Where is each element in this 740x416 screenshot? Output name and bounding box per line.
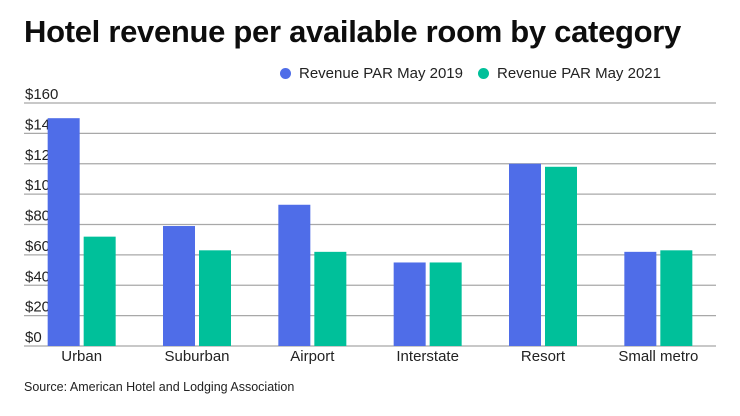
x-tick-label: Interstate: [396, 348, 459, 365]
bar-2019-airport: [278, 204, 311, 346]
bar-2019-suburban: [163, 226, 195, 346]
bar-2021-airport: [314, 251, 347, 346]
bar-2019-interstate: [393, 262, 426, 346]
bar-2021-suburban: [199, 250, 231, 346]
legend-dot-2019: [280, 67, 291, 79]
y-tick-label: $40: [25, 268, 50, 285]
legend-item-2019: Revenue PAR May 2019: [280, 65, 463, 82]
legend-label-2021: Revenue PAR May 2021: [496, 64, 661, 82]
bar-2021-interstate: [429, 262, 462, 346]
bar-2019-urban: [47, 118, 80, 346]
chart-title: Hotel revenue per available room by cate…: [24, 14, 681, 49]
y-tick-label: $0: [25, 329, 42, 346]
y-tick-label: $20: [25, 299, 50, 316]
x-tick-label: Airport: [290, 348, 335, 365]
x-tick-label: Resort: [521, 348, 566, 365]
y-tick-label: $60: [25, 238, 50, 255]
y-tick-label: $80: [25, 208, 50, 225]
legend: Revenue PAR May 2019 Revenue PAR May 202…: [280, 63, 676, 83]
x-tick-label: Urban: [61, 348, 102, 365]
legend-label-2019: Revenue PAR May 2019: [299, 64, 463, 82]
bar-2021-resort: [545, 166, 577, 346]
bar-2019-small-metro: [624, 251, 657, 346]
x-tick-label: Small metro: [618, 348, 698, 365]
bar-2021-small-metro: [660, 250, 693, 346]
y-tick-label: $160: [25, 86, 58, 103]
x-tick-label: Suburban: [164, 348, 229, 365]
bar-2019-resort: [509, 163, 541, 346]
legend-dot-2021: [477, 67, 489, 79]
legend-item-2021: Revenue PAR May 2021: [477, 64, 661, 82]
source-note: Source: American Hotel and Lodging Assoc…: [24, 380, 295, 394]
bar-2021-urban: [83, 236, 116, 346]
